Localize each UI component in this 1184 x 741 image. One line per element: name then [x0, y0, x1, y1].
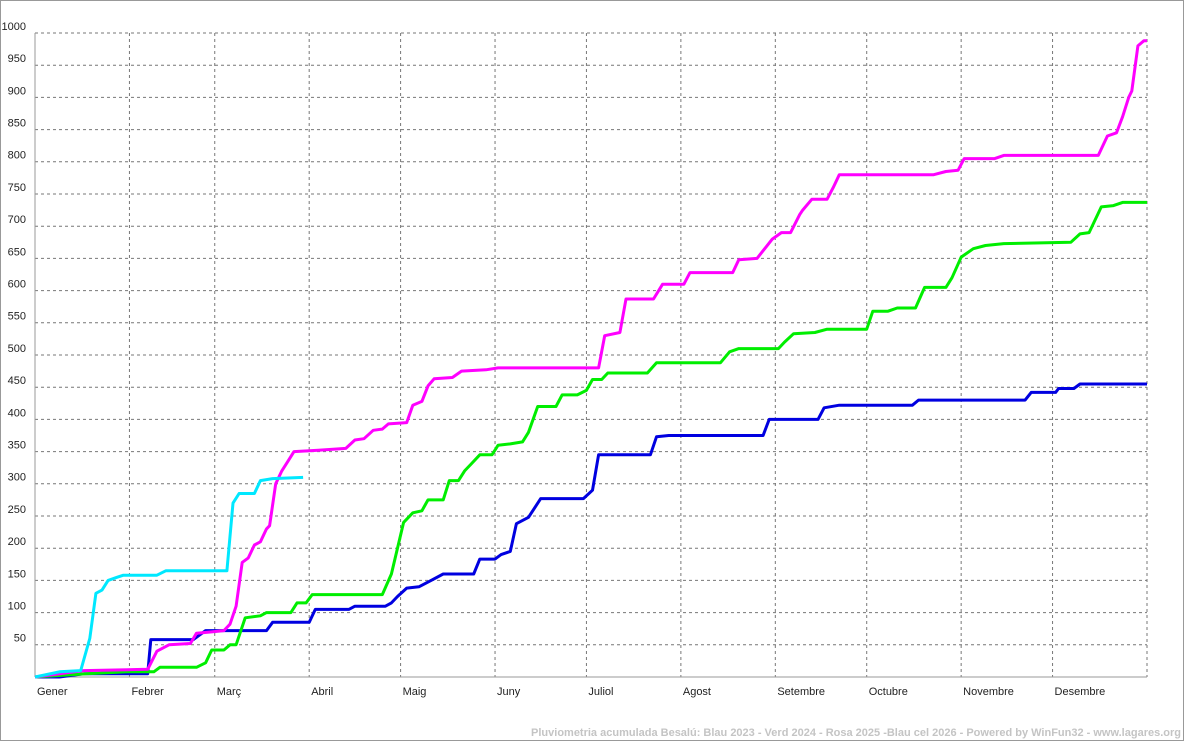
y-tick-label: 1000 — [2, 21, 26, 33]
x-tick-label: Agost — [683, 686, 711, 698]
x-tick-label: Juliol — [588, 686, 613, 698]
y-tick-label: 650 — [8, 246, 26, 258]
y-tick-label: 550 — [8, 311, 26, 323]
x-tick-label: Abril — [311, 686, 333, 698]
x-tick-label: Març — [217, 686, 242, 698]
x-tick-label: Octubre — [869, 686, 908, 698]
x-tick-label: Maig — [403, 686, 427, 698]
series-line — [34, 39, 1147, 679]
y-tick-label: 500 — [8, 343, 26, 355]
y-tick-label: 450 — [8, 375, 26, 387]
y-tick-label: 350 — [8, 440, 26, 452]
y-tick-label: 750 — [8, 182, 26, 194]
y-tick-label: 400 — [8, 407, 26, 419]
x-tick-label: Novembre — [963, 686, 1014, 698]
y-tick-label: 600 — [8, 279, 26, 291]
y-tick-label: 100 — [8, 601, 26, 613]
y-tick-label: 50 — [14, 633, 26, 645]
y-tick-label: 850 — [8, 118, 26, 130]
footer: Pluviometria acumulada Besalú: Blau 2023… — [531, 727, 1181, 739]
x-tick-label: Juny — [497, 686, 521, 698]
y-tick-label: 800 — [8, 150, 26, 162]
y-tick-label: 950 — [8, 53, 26, 65]
x-tick-label: Desembre — [1055, 686, 1106, 698]
y-tick-label: 250 — [8, 504, 26, 516]
series-line — [35, 382, 1147, 679]
x-tick-label: Febrer — [131, 686, 164, 698]
y-tick-label: 300 — [8, 472, 26, 484]
y-tick-label: 900 — [8, 85, 26, 97]
x-tick-label: Setembre — [777, 686, 825, 698]
y-tick-label: 150 — [8, 568, 26, 580]
y-tick-label: 200 — [8, 536, 26, 548]
series-line — [34, 475, 304, 679]
series-line — [34, 200, 1147, 679]
x-tick-label: Gener — [37, 686, 68, 698]
y-tick-label: 700 — [8, 214, 26, 226]
